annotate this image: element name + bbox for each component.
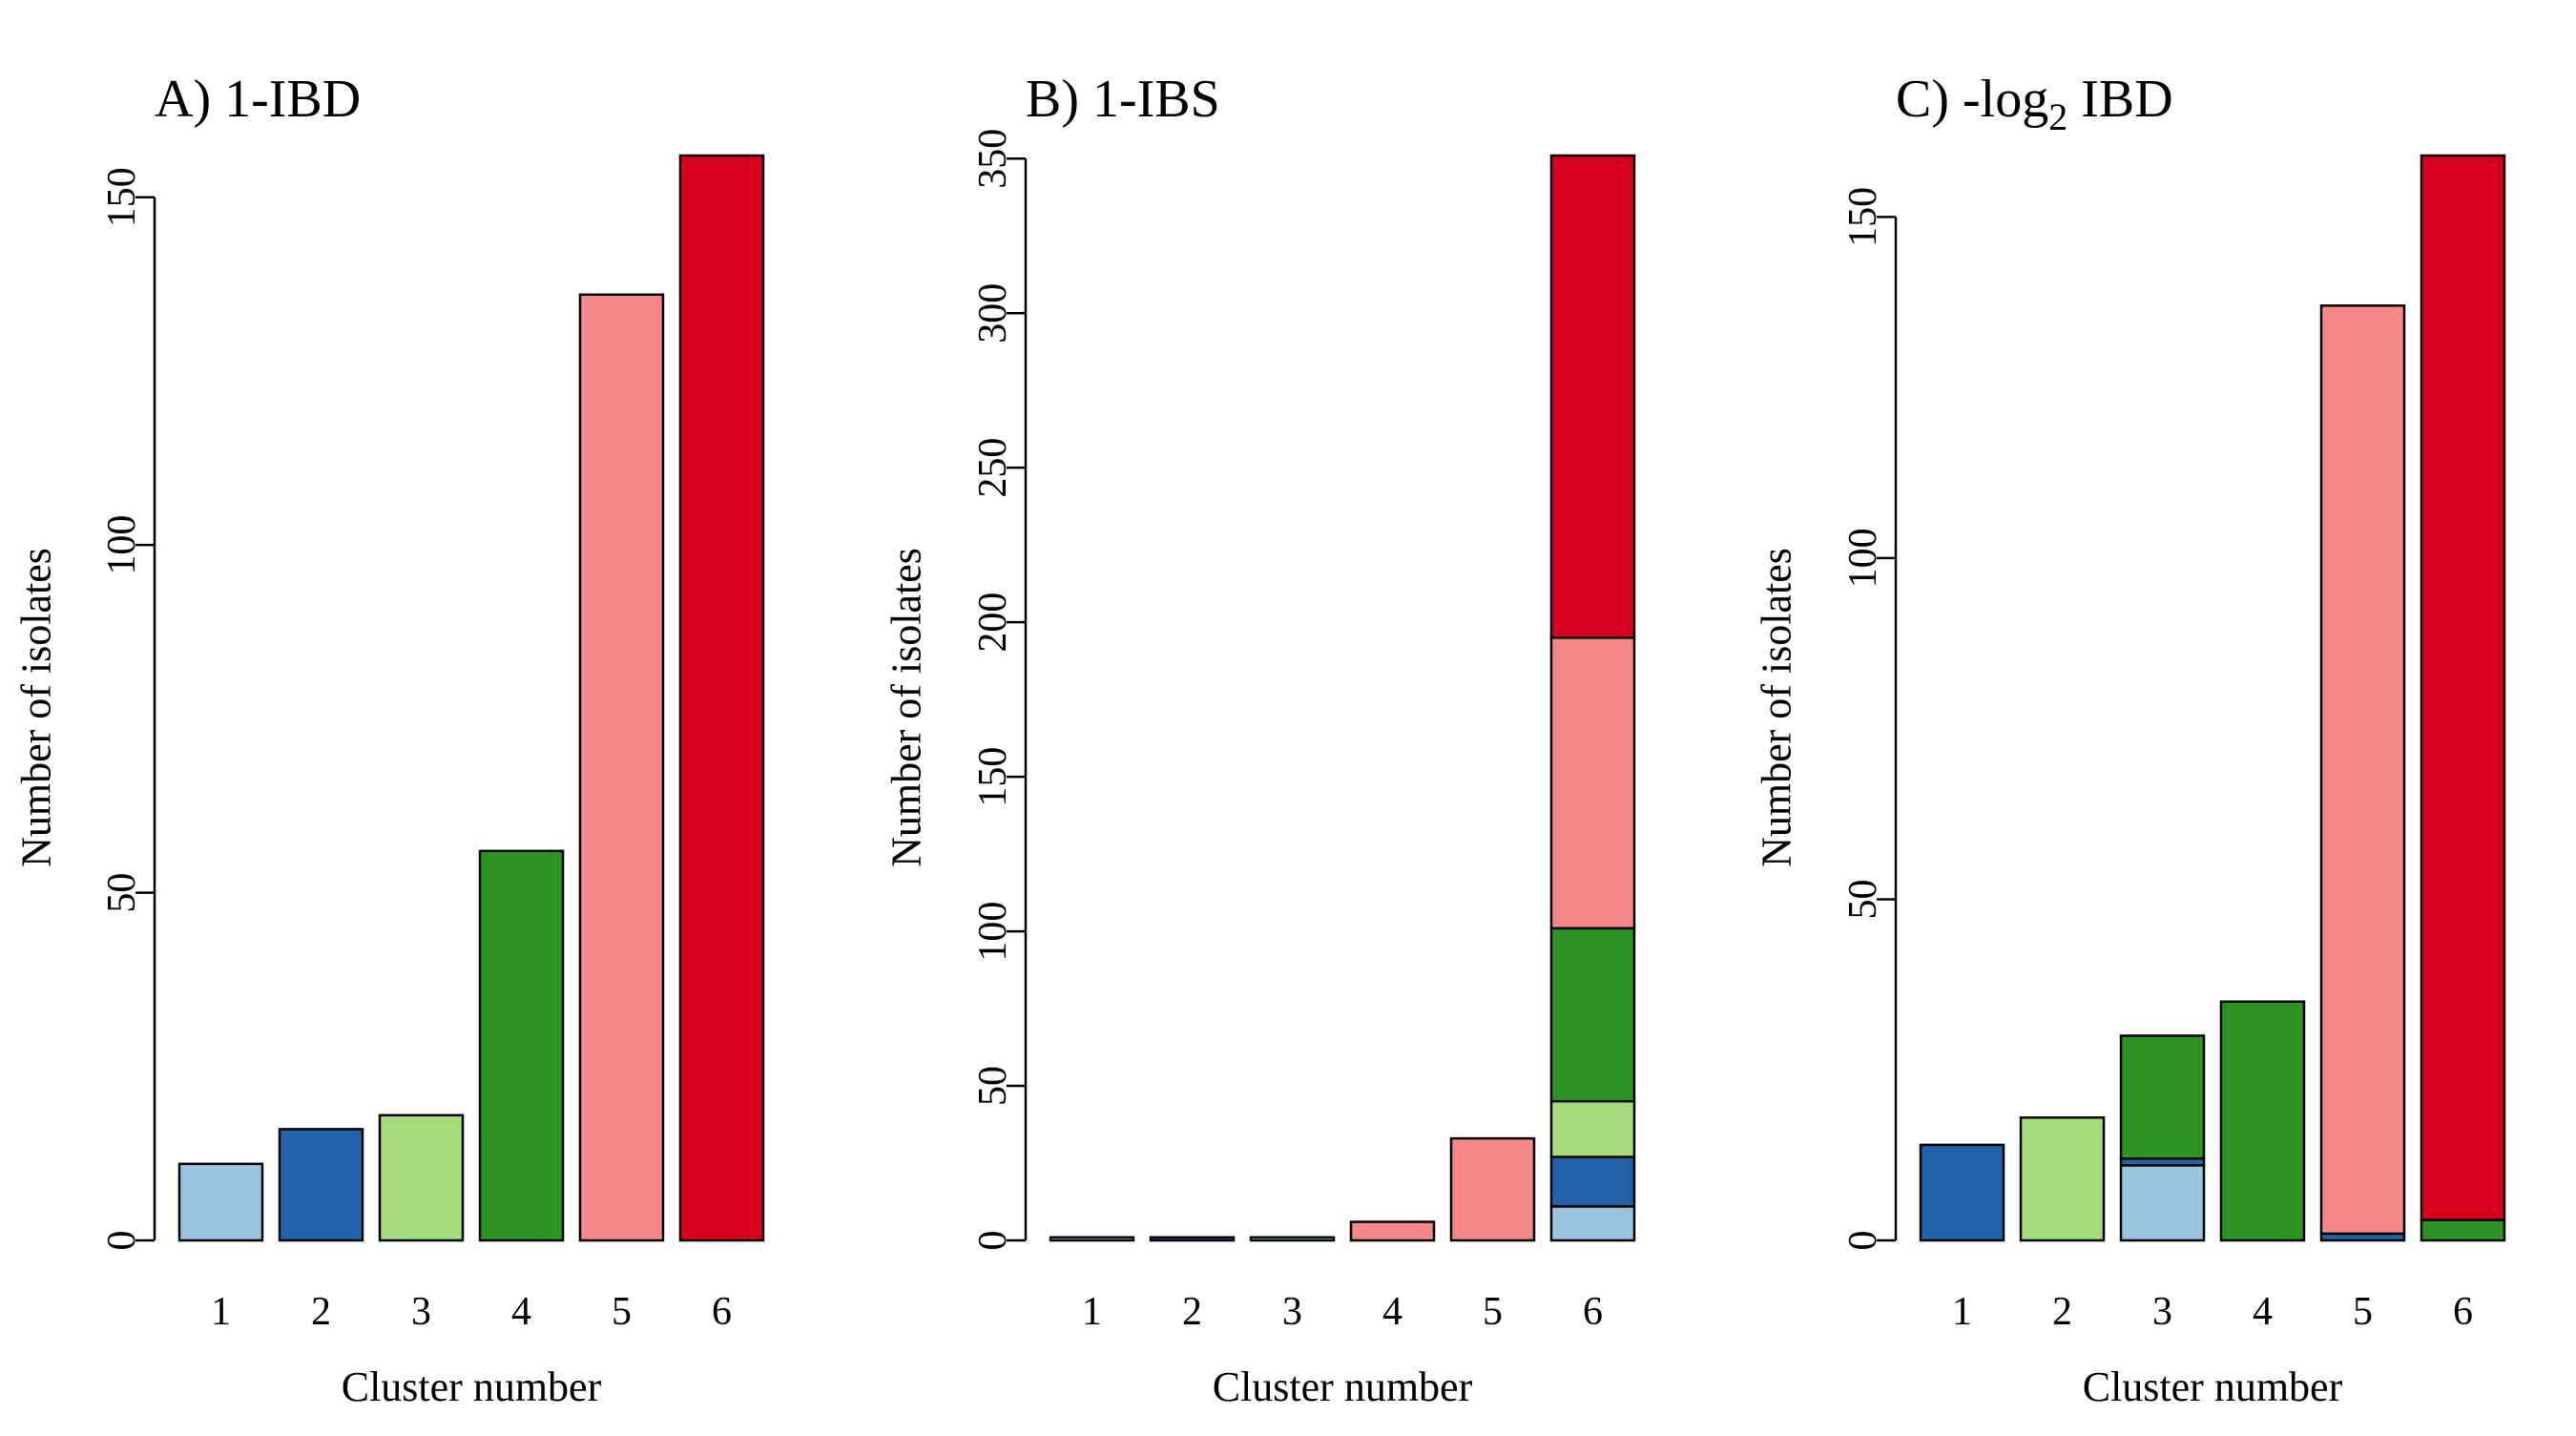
y-tick-label: 0 [971, 1231, 1015, 1251]
y-tick-label: 50 [1841, 879, 1885, 919]
bar-cluster-1-segment-2 [1919, 1143, 2005, 1242]
chart-panel-1: A) 1-IBD 0 50 100 150 Number of isolates 1 2 3 4 5… [13, 70, 765, 1410]
bar-cluster-5-segment-5 [578, 293, 665, 1242]
y-tick-label: 350 [971, 129, 1015, 189]
y-axis-label: Number of isolates [1754, 548, 1800, 867]
x-tick-label: 1 [1082, 1290, 1102, 1334]
x-tick-label: 2 [311, 1290, 331, 1334]
bar-cluster-3-segment-3 [378, 1113, 465, 1242]
chart-title-subscript: 2 [2048, 95, 2067, 138]
y-tick-label: 300 [971, 283, 1015, 343]
bar-cluster-6-segment-6 [2420, 154, 2506, 1221]
bar-cluster-2-segment-3 [2019, 1116, 2106, 1242]
bar-cluster-4-segment-4 [2219, 1000, 2306, 1242]
bar-cluster-6-segment-2 [1549, 1155, 1636, 1208]
bar-cluster-2-segment-2 [1149, 1236, 1236, 1242]
y-axis-label: Number of isolates [13, 548, 60, 867]
x-tick-label: 3 [2152, 1290, 2172, 1334]
y-tick-label: 50 [971, 1066, 1015, 1106]
chart-title-tail: IBD [2067, 70, 2172, 129]
bar-cluster-6-segment-6 [1549, 154, 1636, 639]
y-tick-label: 50 [100, 873, 144, 913]
y-axis-label: Number of isolates [883, 548, 930, 867]
bar-cluster-3-segment-1 [2119, 1164, 2206, 1242]
y-tick-label: 100 [1841, 528, 1885, 588]
bar-cluster-6-segment-1 [1549, 1205, 1636, 1242]
x-tick-label: 2 [1182, 1290, 1202, 1334]
bar-cluster-4-segment-4 [478, 849, 565, 1242]
chart-title-main: C) -log [1896, 70, 2048, 129]
bar-cluster-6-segment-4 [1549, 926, 1636, 1103]
bar-cluster-3-segment-4 [2119, 1034, 2206, 1160]
y-tick-label: 150 [100, 167, 144, 227]
x-tick-label: 3 [411, 1290, 431, 1334]
bar-cluster-1-segment-1 [177, 1162, 264, 1242]
x-tick-label: 6 [1583, 1290, 1603, 1334]
bar-cluster-5-segment-5 [2319, 304, 2406, 1236]
x-tick-label: 6 [712, 1290, 732, 1334]
x-axis-label: Cluster number [2083, 1363, 2343, 1410]
bar-cluster-6-segment-5 [1549, 636, 1636, 930]
chart-panel-2: B) 1-IBS 0 50 100 150 200 250 300 350 Number of i… [883, 70, 1636, 1410]
bar-cluster-2-segment-2 [278, 1128, 364, 1242]
bar-cluster-4-segment-5 [1349, 1220, 1436, 1242]
x-axis-label: Cluster number [342, 1363, 602, 1410]
chart-title-main: A) 1-IBD [155, 70, 361, 129]
x-tick-label: 2 [2052, 1290, 2072, 1334]
chart-title: A) 1-IBD [155, 70, 361, 129]
bar-cluster-6-segment-3 [1549, 1099, 1636, 1158]
bar-cluster-5-segment-5 [1449, 1136, 1536, 1242]
y-tick-label: 150 [971, 747, 1015, 807]
x-tick-label: 3 [1282, 1290, 1302, 1334]
bar-cluster-3-segment-3 [1249, 1236, 1336, 1242]
y-tick-label: 0 [1841, 1231, 1885, 1251]
bar-cluster-1-segment-1 [1049, 1236, 1135, 1242]
bar-cluster-6-segment-4 [2420, 1218, 2506, 1242]
x-tick-label: 4 [2253, 1290, 2273, 1334]
y-tick-label: 100 [100, 515, 144, 575]
x-tick-label: 5 [612, 1290, 632, 1334]
y-tick-label: 150 [1841, 187, 1885, 247]
x-axis-label: Cluster number [1213, 1363, 1473, 1410]
bar-cluster-6-segment-6 [678, 154, 765, 1242]
x-tick-label: 1 [211, 1290, 231, 1334]
y-tick-label: 0 [100, 1231, 144, 1251]
y-tick-label: 250 [971, 438, 1015, 498]
x-tick-label: 1 [1952, 1290, 1972, 1334]
chart-title: C) -log2 IBD [1896, 70, 2173, 138]
x-tick-label: 6 [2453, 1290, 2473, 1334]
x-tick-label: 4 [1382, 1290, 1402, 1334]
x-tick-label: 5 [1483, 1290, 1503, 1334]
y-tick-label: 200 [971, 593, 1015, 653]
x-tick-label: 4 [511, 1290, 531, 1334]
chart-title-main: B) 1-IBS [1026, 70, 1220, 129]
x-tick-label: 5 [2353, 1290, 2373, 1334]
chart-title: B) 1-IBS [1026, 70, 1220, 129]
y-tick-label: 100 [971, 902, 1015, 962]
